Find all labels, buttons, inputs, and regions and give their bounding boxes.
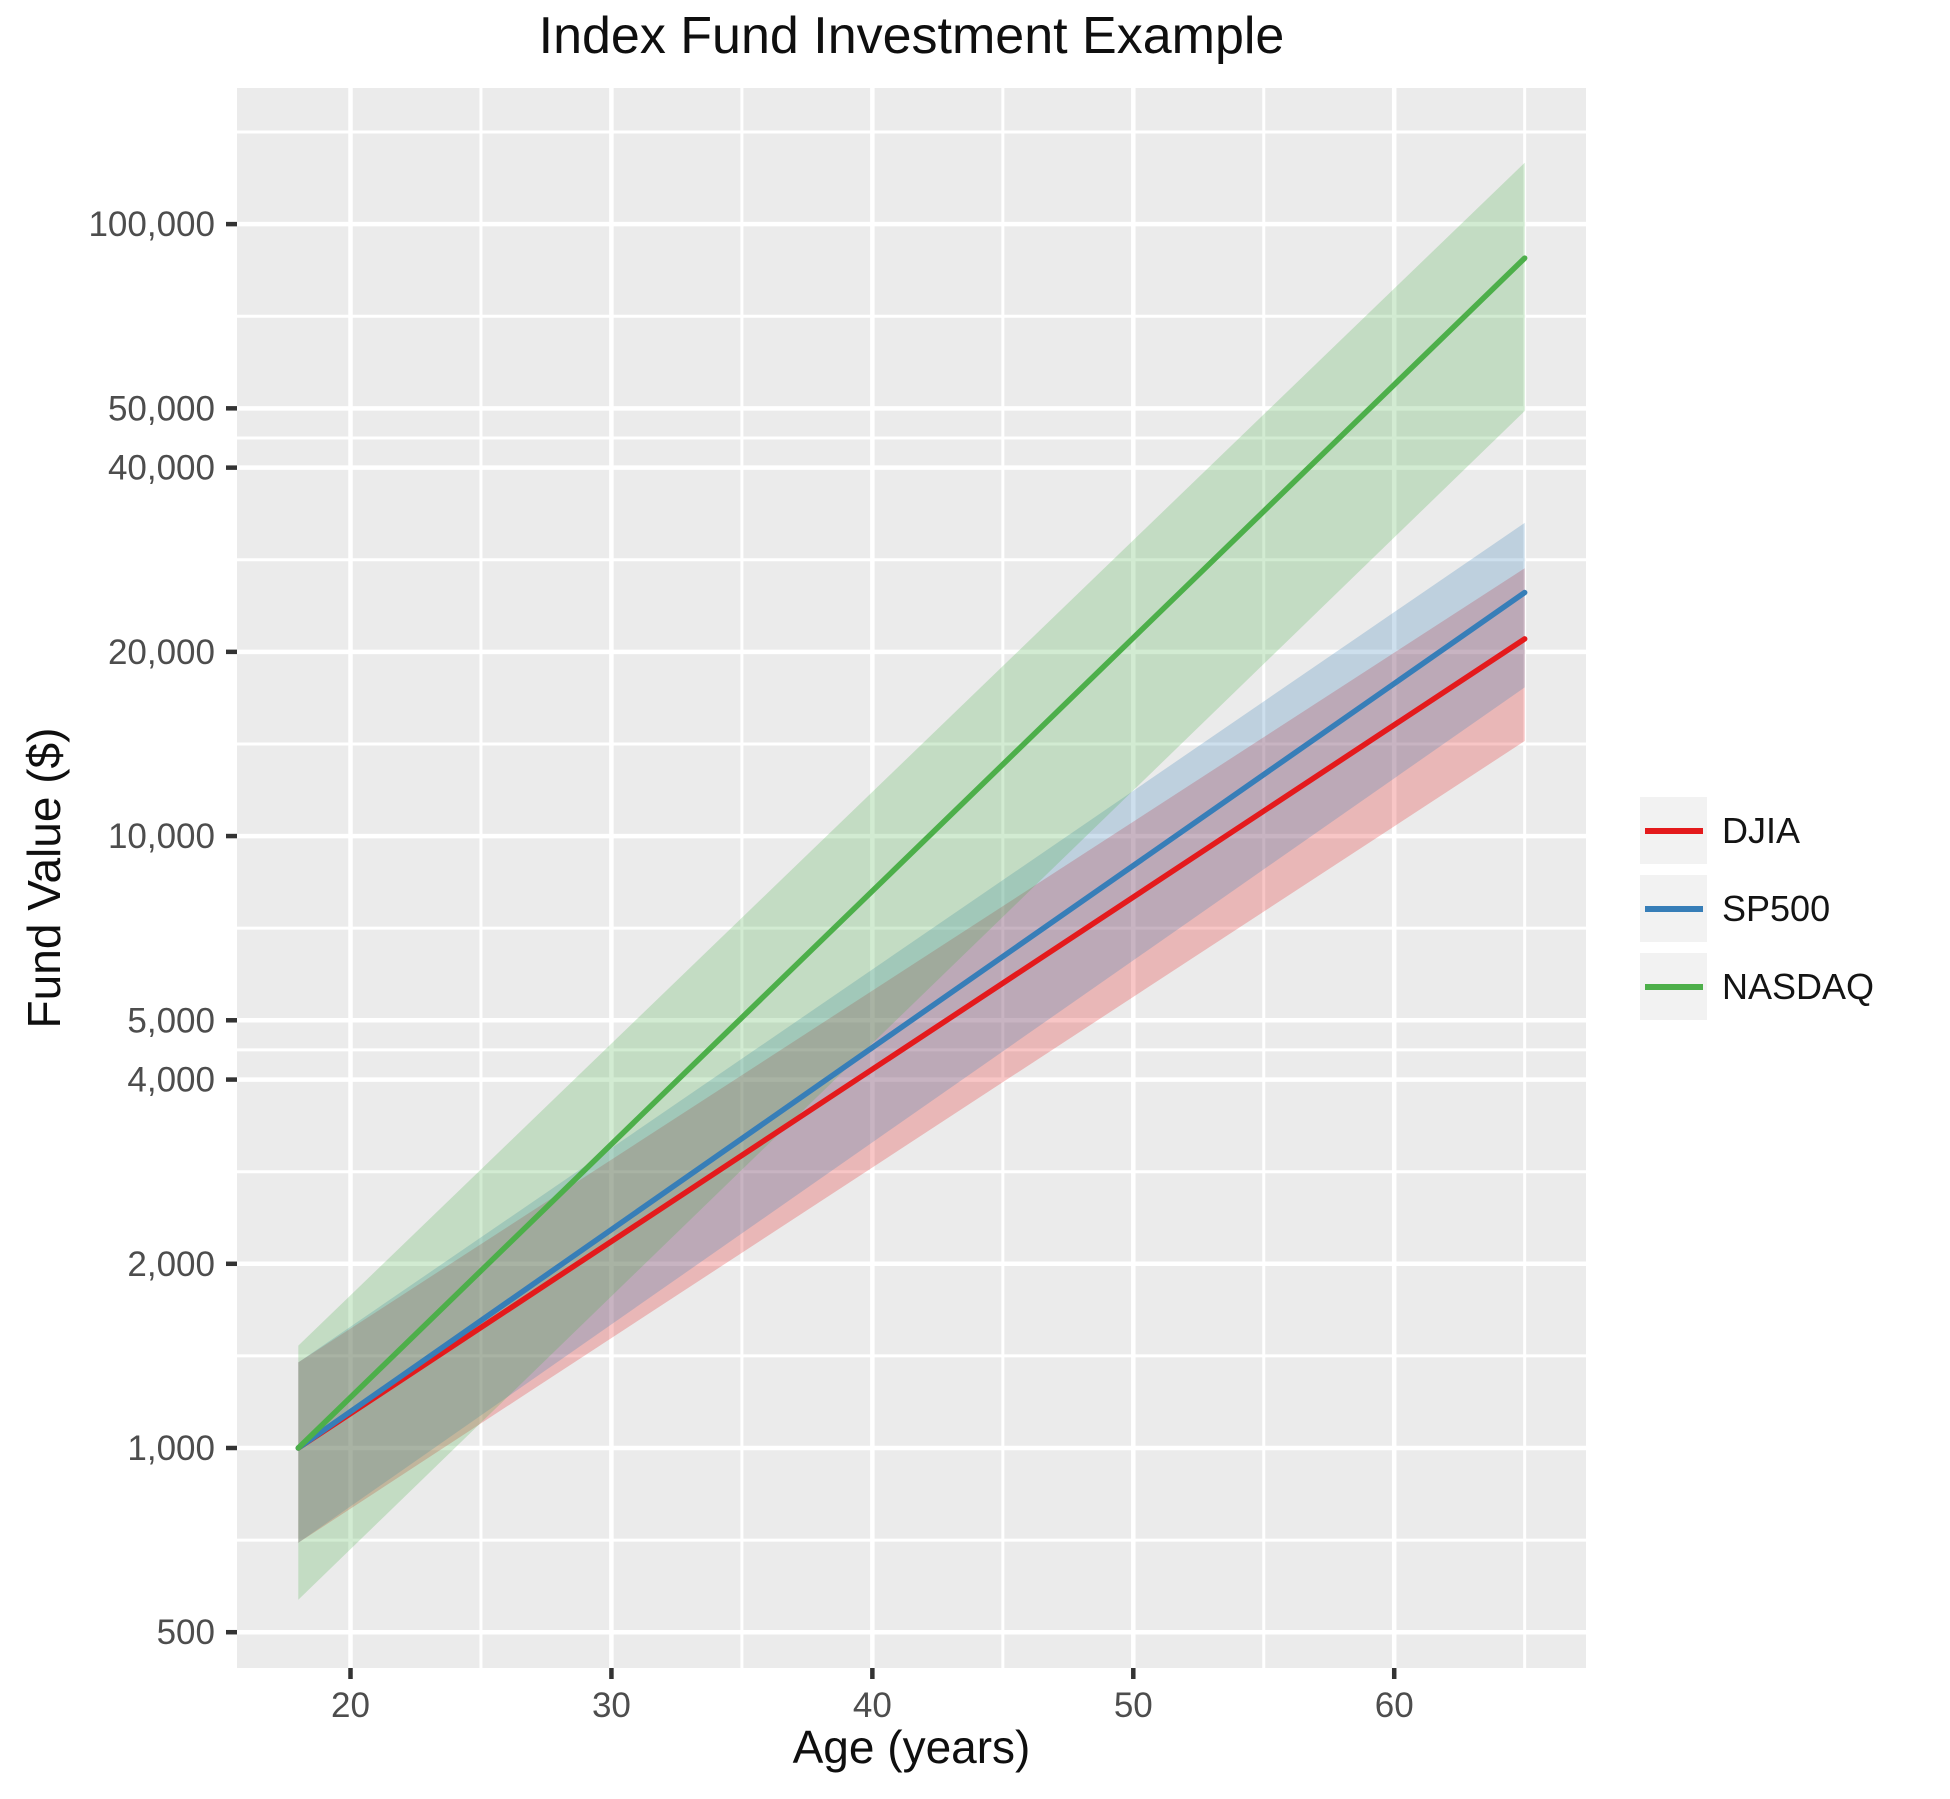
y-tick-label: 100,000 <box>88 205 215 244</box>
y-tick-label: 10,000 <box>108 817 215 856</box>
series-line-nasdaq <box>295 255 1528 1451</box>
line-swatch-icon <box>1644 827 1703 834</box>
legend-label: NASDAQ <box>1722 965 1875 1007</box>
line-swatch-icon <box>1644 905 1703 912</box>
y-tick-label: 5,000 <box>127 1001 215 1040</box>
legend-item-nasdaq: NASDAQ <box>1640 953 1874 1020</box>
y-tick-label: 1,000 <box>127 1429 215 1468</box>
ribbon-nasdaq <box>298 162 1525 1600</box>
legend-key-box <box>1640 797 1707 864</box>
y-tick-label: 20,000 <box>108 633 215 672</box>
legend-key-box <box>1640 953 1707 1020</box>
x-tick-label: 50 <box>1114 1686 1153 1725</box>
legend-label: DJIA <box>1722 809 1801 851</box>
legend-item-djia: DJIA <box>1640 797 1874 864</box>
y-tick-label: 40,000 <box>108 449 215 488</box>
x-tick-label: 60 <box>1375 1686 1414 1725</box>
x-tick-label: 30 <box>592 1686 631 1725</box>
y-tick-label: 50,000 <box>108 389 215 428</box>
legend-item-sp500: SP500 <box>1640 875 1874 942</box>
series-line-sp500 <box>295 589 1528 1451</box>
x-axis-title: Age (years) <box>792 1721 1031 1773</box>
ribbon-djia <box>298 568 1525 1543</box>
legend-label: SP500 <box>1722 887 1831 929</box>
legend: DJIA SP500 NASDAQ <box>1640 797 1874 1020</box>
series-line-djia <box>295 636 1528 1451</box>
ribbon-sp500 <box>298 522 1525 1543</box>
line-swatch-icon <box>1644 983 1703 990</box>
y-tick-label: 4,000 <box>127 1061 215 1100</box>
plot-panel <box>237 88 1586 1668</box>
y-axis-title: Fund Value ($) <box>18 727 70 1029</box>
y-tick-label: 2,000 <box>127 1245 215 1284</box>
x-tick-label: 40 <box>853 1686 892 1725</box>
legend-key-box <box>1640 875 1707 942</box>
x-tick-label: 20 <box>331 1686 370 1725</box>
chart-title: Index Fund Investment Example <box>538 7 1285 65</box>
y-tick-label: 500 <box>157 1613 215 1652</box>
